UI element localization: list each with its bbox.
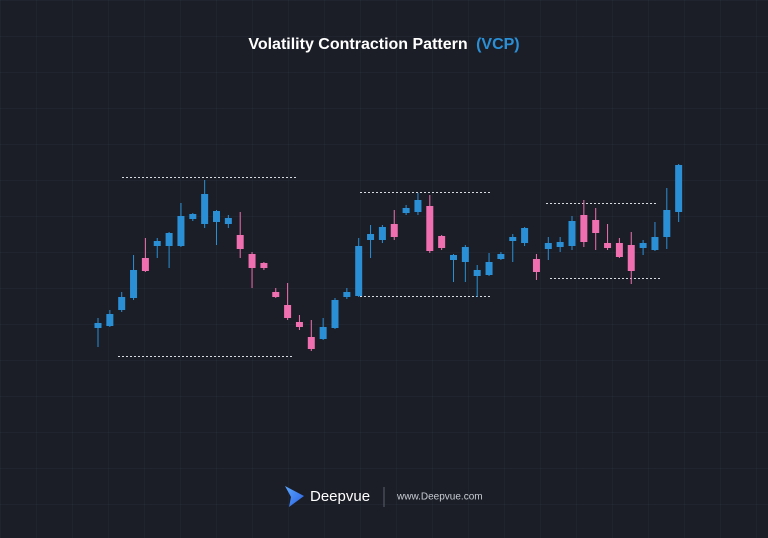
candle-body	[213, 211, 220, 222]
candle-body	[295, 322, 303, 327]
candle-body	[532, 259, 540, 272]
candle-body	[509, 237, 517, 241]
candle-body	[343, 292, 351, 297]
candle-body	[438, 236, 446, 248]
candle-body	[461, 247, 469, 262]
footer-brand: Deepvue	[310, 488, 370, 505]
candle-body	[615, 243, 623, 257]
candle-body	[141, 258, 149, 271]
candle-body	[497, 254, 505, 259]
plot-area	[94, 164, 683, 357]
candle-body	[355, 246, 363, 296]
candle-body	[319, 327, 327, 339]
candle-body	[390, 224, 398, 237]
candle-body	[414, 200, 422, 212]
chart-title: Volatility Contraction Pattern	[248, 36, 467, 53]
candle-body	[627, 245, 635, 271]
candle-body	[236, 235, 244, 249]
candle-body	[639, 243, 647, 248]
candle-body	[248, 254, 256, 268]
logo-icon	[285, 486, 304, 507]
candle-body	[331, 300, 339, 328]
chart-title-wrap: Volatility Contraction Pattern (VCP)	[248, 36, 519, 53]
footer-url: www.Deepvue.com	[396, 492, 483, 503]
candle-body	[165, 233, 173, 246]
candle-body	[604, 243, 612, 248]
candle-body	[284, 305, 292, 318]
candle-body	[651, 237, 659, 250]
candle-body	[544, 243, 552, 249]
candle-body	[473, 270, 481, 276]
candle-body	[153, 241, 161, 246]
candle-body	[201, 194, 209, 224]
candle-body	[260, 263, 268, 268]
candle-body	[592, 220, 600, 233]
candle-body	[106, 314, 114, 326]
candle-body	[450, 255, 457, 260]
candle-body	[568, 221, 576, 246]
candle-body	[94, 323, 102, 328]
candle-body	[402, 208, 410, 213]
candle-body	[378, 227, 386, 240]
candle-body	[367, 234, 375, 240]
candle-body	[485, 262, 493, 275]
candle-body	[272, 292, 280, 297]
candle-body	[580, 215, 588, 242]
candle-body	[224, 218, 232, 224]
candle-body	[521, 228, 529, 243]
candle-body	[675, 165, 683, 212]
candle-body	[177, 216, 185, 246]
candle-body	[130, 270, 138, 298]
candle-body	[189, 214, 197, 219]
candle-body	[307, 337, 315, 349]
chart-title-highlight: (VCP)	[476, 36, 520, 53]
candle-body	[663, 210, 671, 237]
candle-body	[426, 206, 434, 251]
candle-body	[118, 297, 126, 310]
candle-body	[556, 242, 564, 247]
